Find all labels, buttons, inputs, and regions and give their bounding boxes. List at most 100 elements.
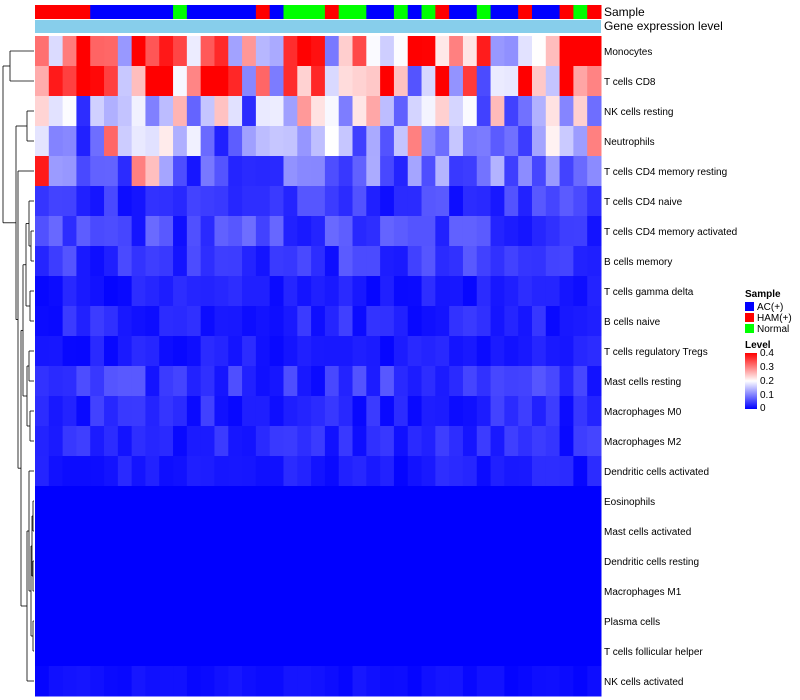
heatmap-cell: [117, 276, 133, 307]
heatmap-cell: [228, 606, 243, 637]
heatmap-cell: [186, 126, 202, 157]
heatmap-cell: [518, 186, 533, 217]
heatmap-cell: [200, 156, 215, 187]
heatmap-cell: [269, 96, 284, 127]
sample-annotation-cell: [380, 5, 395, 19]
heatmap-cell: [283, 36, 298, 67]
heatmap-cell: [476, 636, 492, 667]
heatmap-cell: [559, 36, 574, 67]
heatmap-cell: [531, 486, 547, 517]
heatmap-cell: [573, 66, 588, 97]
heatmap-cell: [559, 336, 574, 367]
heatmap-cell: [490, 36, 505, 67]
heatmap-cell: [186, 426, 202, 457]
heatmap-cell: [35, 456, 50, 487]
heatmap-cell: [573, 186, 588, 217]
heatmap-cell: [62, 486, 77, 517]
heatmap-cell: [490, 606, 505, 637]
heatmap-cell: [62, 186, 77, 217]
heatmap-cell: [48, 396, 64, 427]
heatmap-cell: [255, 216, 271, 247]
heatmap-cell: [393, 186, 409, 217]
heatmap-cell: [573, 276, 588, 307]
heatmap-cell: [173, 546, 188, 577]
heatmap-cell: [76, 366, 91, 397]
heatmap-cell: [559, 606, 574, 637]
heatmap-cell: [504, 36, 519, 67]
heatmap-cell: [35, 546, 50, 577]
heatmap-cell: [366, 276, 381, 307]
heatmap-cell: [255, 96, 271, 127]
heatmap-cell: [242, 336, 257, 367]
heatmap-cell: [449, 606, 464, 637]
heatmap-cell: [490, 546, 505, 577]
heatmap-cell: [324, 636, 340, 667]
heatmap-cell: [35, 426, 50, 457]
heatmap-cell: [435, 456, 450, 487]
heatmap-cell: [490, 246, 505, 277]
heatmap-cell: [449, 516, 464, 547]
heatmap-cell: [228, 576, 243, 607]
heatmap-cell: [421, 426, 436, 457]
sample-annotation-cell: [214, 5, 229, 19]
heatmap-cell: [421, 486, 436, 517]
heatmap-cell: [435, 336, 450, 367]
heatmap-cell: [421, 156, 436, 187]
heatmap-cell: [449, 126, 464, 157]
heatmap-cell: [200, 546, 215, 577]
heatmap-cell: [380, 126, 395, 157]
heatmap-cell: [200, 396, 215, 427]
heatmap-cell: [297, 156, 312, 187]
heatmap-cell: [366, 156, 381, 187]
heatmap-cell: [518, 276, 533, 307]
sample-annotation-cell: [462, 5, 478, 19]
heatmap-cell: [48, 66, 64, 97]
sample-annotation-cell: [48, 5, 64, 19]
sample-annotation-cell: [145, 5, 160, 19]
heatmap-cell: [76, 486, 91, 517]
heatmap-cell: [90, 156, 105, 187]
heatmap-cell: [269, 126, 284, 157]
heatmap-cell: [338, 516, 354, 547]
heatmap-cell: [324, 606, 340, 637]
heatmap-cell: [338, 576, 354, 607]
heatmap-cell: [338, 486, 354, 517]
heatmap-cell: [393, 246, 409, 277]
heatmap-cell: [518, 546, 533, 577]
heatmap-cell: [186, 96, 202, 127]
heatmap-cell: [545, 666, 561, 697]
heatmap-cell: [297, 216, 312, 247]
sample-annotation-cell: [366, 5, 381, 19]
heatmap-cell: [559, 576, 574, 607]
heatmap-cell: [366, 516, 381, 547]
heatmap-cell: [531, 66, 547, 97]
heatmap-cell: [35, 96, 50, 127]
heatmap-cell: [62, 36, 77, 67]
heatmap-cell: [504, 366, 519, 397]
heatmap-cell: [462, 486, 478, 517]
heatmap-cell: [255, 126, 271, 157]
heatmap-cell: [518, 606, 533, 637]
expression-level-bar: [35, 20, 601, 33]
heatmap-cell: [200, 606, 215, 637]
heatmap-cell: [421, 96, 436, 127]
heatmap-cell: [476, 516, 492, 547]
heatmap-cell: [587, 66, 602, 97]
heatmap-cell: [35, 666, 50, 697]
heatmap-cell: [504, 96, 519, 127]
heatmap-cell: [531, 546, 547, 577]
heatmap-cell: [255, 306, 271, 337]
heatmap-cell: [186, 486, 202, 517]
heatmap-cell: [214, 216, 229, 247]
heatmap-cell: [587, 96, 602, 127]
heatmap-cell: [90, 456, 105, 487]
heatmap-cell: [48, 666, 64, 697]
heatmap-cell: [380, 306, 395, 337]
heatmap-cell: [131, 156, 146, 187]
heatmap-cell: [338, 636, 354, 667]
heatmap-cell: [352, 66, 367, 97]
heatmap-cell: [297, 546, 312, 577]
heatmap-cell: [311, 516, 326, 547]
heatmap-cell: [352, 516, 367, 547]
